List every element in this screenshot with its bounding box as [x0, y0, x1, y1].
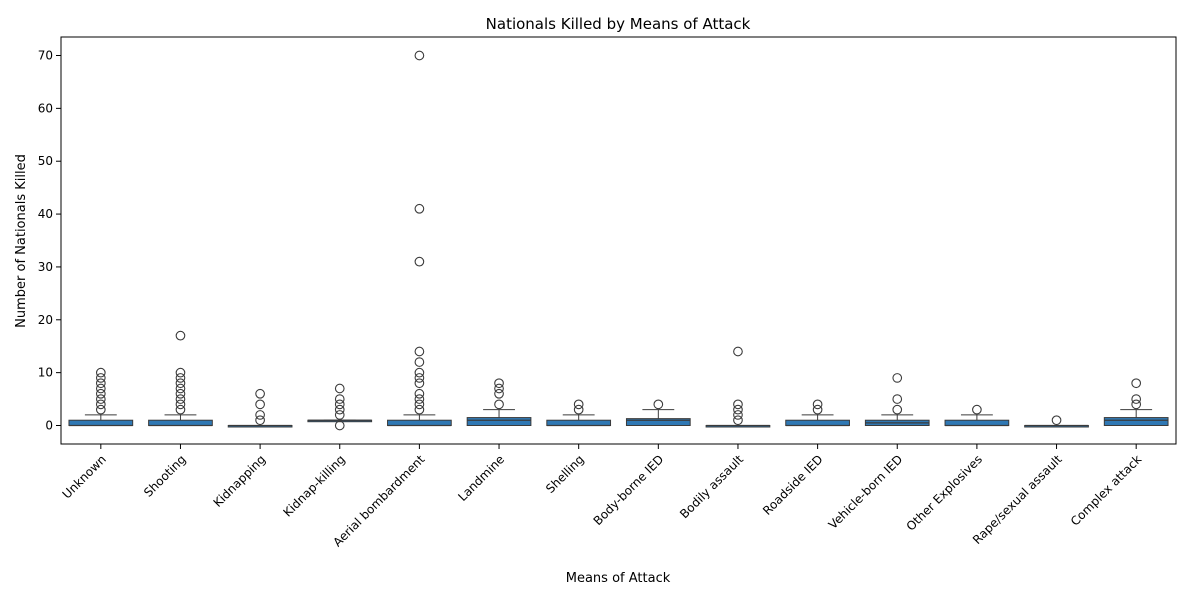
outlier-point	[255, 415, 265, 426]
outlier-point	[175, 388, 186, 399]
x-tick-label: Unknown	[60, 452, 109, 501]
outlier-point	[653, 399, 664, 410]
x-tick-label: Shooting	[141, 452, 188, 499]
outlier-point	[733, 404, 743, 415]
outlier-point	[733, 346, 743, 357]
outlier-point	[255, 410, 265, 420]
outlier-point	[334, 394, 345, 404]
outlier-point	[95, 394, 106, 404]
box-iqr	[785, 419, 850, 427]
outlier-point	[733, 415, 743, 426]
outlier-point	[494, 378, 504, 389]
outlier-point	[812, 404, 823, 415]
outlier-point	[414, 399, 425, 410]
y-tick-label: 60	[38, 101, 53, 115]
outlier-point	[972, 404, 982, 415]
outlier-point	[175, 330, 186, 341]
outlier-point	[414, 378, 425, 389]
outlier-point	[334, 399, 345, 410]
outlier-point	[175, 378, 186, 389]
outlier-point	[175, 367, 186, 378]
x-axis-label: Means of Attack	[566, 571, 671, 586]
outlier-point	[175, 383, 186, 394]
chart-marks: 0 10 20 30 40 50 60 70 Unknown Shooting Kidnapping…	[38, 49, 1169, 549]
outlier-point	[414, 404, 425, 415]
outlier-point	[334, 420, 345, 431]
outlier-point	[892, 394, 903, 404]
x-tick-label: Bodily assault	[677, 452, 746, 521]
chart-title: Nationals Killed by Means of Attack	[486, 15, 751, 33]
box-iqr	[466, 417, 532, 427]
outlier-point	[812, 399, 823, 410]
outlier-point	[175, 399, 186, 410]
outlier-point	[95, 367, 106, 378]
outlier-point	[892, 404, 903, 415]
y-tick-label: 10	[38, 366, 53, 380]
outlier-point	[414, 367, 425, 378]
y-tick-label: 30	[38, 260, 53, 274]
outlier-point	[175, 394, 186, 404]
plot-area-frame	[60, 36, 1177, 445]
y-axis-label: Number of Nationals Killed	[14, 154, 29, 328]
y-tick-label: 70	[38, 49, 53, 63]
outlier-point	[95, 378, 106, 389]
x-tick-label: Kidnapping	[211, 452, 269, 510]
outlier-point	[334, 383, 345, 394]
box-iqr	[1103, 417, 1169, 427]
outlier-point	[733, 399, 743, 410]
box-iqr	[625, 418, 691, 426]
x-tick-label: Rape/sexual assault	[970, 452, 1065, 547]
outlier-point	[334, 410, 345, 420]
outlier-point	[414, 256, 425, 267]
outlier-point	[414, 357, 425, 367]
box-iqr	[148, 419, 213, 427]
box-iqr	[546, 419, 612, 427]
x-tick-label: Aerial bombardment	[330, 452, 427, 549]
outlier-point	[494, 399, 504, 410]
x-tick-label: Landmine	[455, 452, 507, 504]
outlier-point	[175, 373, 186, 383]
outlier-point	[175, 404, 186, 415]
outlier-point	[573, 404, 584, 415]
x-tick-label: Complex attack	[1068, 452, 1144, 528]
outlier-point	[1131, 399, 1142, 410]
outlier-point	[255, 388, 265, 399]
y-tick-label: 50	[38, 154, 53, 168]
box-iqr	[387, 419, 452, 427]
outlier-point	[1051, 415, 1062, 426]
outlier-point	[414, 346, 425, 357]
outlier-point	[414, 388, 425, 399]
outlier-point	[1131, 378, 1142, 389]
box-iqr	[944, 419, 1010, 427]
outlier-point	[95, 383, 106, 394]
x-tick-label: Shelling	[543, 452, 587, 496]
outlier-point	[892, 373, 903, 383]
y-tick-label: 40	[38, 207, 53, 221]
x-tick-label: Kidnap-killing	[281, 452, 348, 519]
x-tick-label: Body-borne IED	[591, 452, 667, 528]
outlier-point	[733, 410, 743, 420]
box-iqr	[68, 419, 134, 427]
x-tick-label: Roadside IED	[760, 452, 826, 518]
outlier-point	[414, 203, 425, 214]
y-tick-label: 20	[38, 313, 53, 327]
x-tick-label: Other Explosives	[904, 452, 985, 533]
outlier-point	[95, 399, 106, 410]
outlier-point	[95, 404, 106, 415]
y-tick-label: 0	[45, 419, 53, 433]
outlier-point	[1131, 394, 1142, 404]
outlier-point	[334, 404, 345, 415]
outlier-point	[255, 399, 265, 410]
outlier-point	[494, 383, 504, 394]
outlier-point	[414, 373, 425, 383]
outlier-point	[414, 394, 425, 404]
x-tick-label: Vehicle-born IED	[826, 452, 906, 532]
outlier-point	[95, 388, 106, 399]
outlier-point	[95, 373, 106, 383]
outlier-point	[573, 399, 584, 410]
outlier-point	[414, 50, 425, 61]
outlier-point	[494, 388, 504, 399]
